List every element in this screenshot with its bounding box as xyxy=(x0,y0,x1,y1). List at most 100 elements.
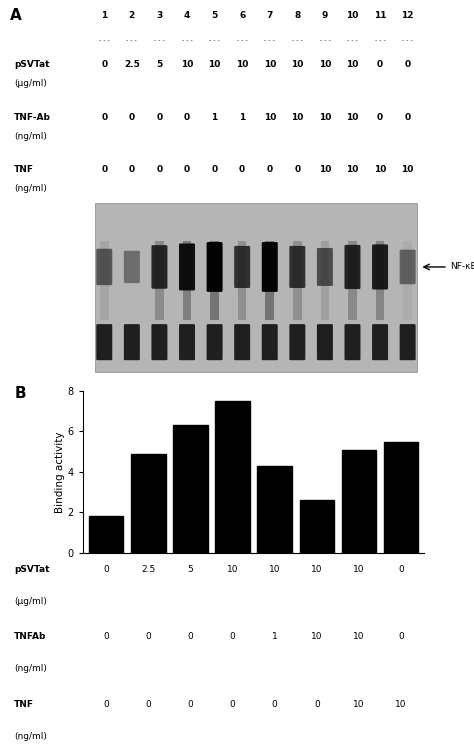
Text: 12: 12 xyxy=(401,11,414,20)
FancyBboxPatch shape xyxy=(179,244,195,290)
FancyBboxPatch shape xyxy=(400,250,416,284)
Text: 2.5: 2.5 xyxy=(124,60,140,69)
Text: 10: 10 xyxy=(264,113,276,122)
FancyBboxPatch shape xyxy=(317,248,333,286)
FancyBboxPatch shape xyxy=(262,324,278,360)
Bar xyxy=(293,241,301,320)
FancyBboxPatch shape xyxy=(289,324,305,360)
Text: 0: 0 xyxy=(272,700,278,709)
Text: 0: 0 xyxy=(103,565,109,574)
Text: 0: 0 xyxy=(405,113,410,122)
Text: 0: 0 xyxy=(211,165,218,174)
Text: 0: 0 xyxy=(101,165,107,174)
FancyBboxPatch shape xyxy=(207,242,223,292)
Text: 0: 0 xyxy=(156,113,163,122)
Bar xyxy=(89,517,123,553)
Text: NF-κB: NF-κB xyxy=(450,262,474,271)
Text: - - -: - - - xyxy=(99,38,109,43)
Text: 0: 0 xyxy=(188,700,193,709)
Text: 0: 0 xyxy=(267,165,273,174)
Text: 8: 8 xyxy=(294,11,301,20)
FancyBboxPatch shape xyxy=(317,324,333,360)
Bar xyxy=(257,465,292,553)
Text: B: B xyxy=(14,386,26,401)
Bar xyxy=(183,241,191,320)
FancyBboxPatch shape xyxy=(372,244,388,290)
Text: 1: 1 xyxy=(239,113,246,122)
Text: 0: 0 xyxy=(156,165,163,174)
FancyBboxPatch shape xyxy=(289,246,305,288)
Text: - - -: - - - xyxy=(237,38,247,43)
Text: 10: 10 xyxy=(346,113,359,122)
Text: 10: 10 xyxy=(311,632,322,641)
Text: - - -: - - - xyxy=(347,38,358,43)
Text: 0: 0 xyxy=(188,632,193,641)
FancyBboxPatch shape xyxy=(96,324,112,360)
Text: 0: 0 xyxy=(103,700,109,709)
FancyBboxPatch shape xyxy=(124,251,140,284)
Text: 5: 5 xyxy=(188,565,193,574)
Text: 0: 0 xyxy=(146,700,151,709)
Text: 5: 5 xyxy=(156,60,163,69)
Text: 0: 0 xyxy=(146,632,151,641)
FancyBboxPatch shape xyxy=(345,245,361,289)
Text: - - -: - - - xyxy=(292,38,303,43)
Text: 0: 0 xyxy=(398,632,404,641)
Text: 10: 10 xyxy=(353,632,365,641)
Text: pSVTat: pSVTat xyxy=(14,60,50,69)
Text: 7: 7 xyxy=(266,11,273,20)
Bar xyxy=(384,441,419,553)
Bar xyxy=(265,241,274,320)
FancyBboxPatch shape xyxy=(234,246,250,288)
FancyBboxPatch shape xyxy=(151,324,167,360)
Text: (ng/ml): (ng/ml) xyxy=(14,132,47,141)
Bar xyxy=(131,453,165,553)
Text: 10: 10 xyxy=(181,60,193,69)
Text: (ng/ml): (ng/ml) xyxy=(14,732,47,741)
FancyBboxPatch shape xyxy=(262,242,278,292)
FancyBboxPatch shape xyxy=(345,324,361,360)
Text: 0: 0 xyxy=(184,165,190,174)
Text: (ng/ml): (ng/ml) xyxy=(14,184,47,193)
Text: 2: 2 xyxy=(129,11,135,20)
Text: 10: 10 xyxy=(291,60,303,69)
Text: TNFAb: TNFAb xyxy=(14,632,46,641)
Text: 10: 10 xyxy=(346,11,359,20)
Text: - - -: - - - xyxy=(374,38,385,43)
FancyBboxPatch shape xyxy=(124,324,140,360)
Text: (μg/ml): (μg/ml) xyxy=(14,596,47,605)
Text: 0: 0 xyxy=(398,565,404,574)
Text: TNF-Ab: TNF-Ab xyxy=(14,113,51,122)
Text: 10: 10 xyxy=(395,700,407,709)
Text: 10: 10 xyxy=(353,700,365,709)
Bar xyxy=(376,241,384,320)
Text: 10: 10 xyxy=(291,113,303,122)
Bar xyxy=(210,241,219,320)
Text: 10: 10 xyxy=(353,565,365,574)
Y-axis label: Binding activity: Binding activity xyxy=(55,431,65,513)
Bar xyxy=(155,241,164,320)
Text: 0: 0 xyxy=(229,700,236,709)
FancyBboxPatch shape xyxy=(372,324,388,360)
Text: 0: 0 xyxy=(294,165,301,174)
Text: 0: 0 xyxy=(129,165,135,174)
Text: - - -: - - - xyxy=(182,38,192,43)
Text: 10: 10 xyxy=(264,60,276,69)
Bar xyxy=(238,241,246,320)
Bar xyxy=(95,203,417,372)
Bar xyxy=(403,241,412,320)
Text: 0: 0 xyxy=(129,113,135,122)
Text: - - -: - - - xyxy=(154,38,165,43)
Text: - - -: - - - xyxy=(127,38,137,43)
Text: 10: 10 xyxy=(346,60,359,69)
Bar xyxy=(348,241,357,320)
Text: - - -: - - - xyxy=(209,38,220,43)
Text: 5: 5 xyxy=(211,11,218,20)
Text: 10: 10 xyxy=(269,565,281,574)
FancyBboxPatch shape xyxy=(151,245,167,289)
Text: (ng/ml): (ng/ml) xyxy=(14,664,47,673)
Bar xyxy=(173,426,208,553)
Text: 10: 10 xyxy=(374,165,386,174)
Text: 10: 10 xyxy=(346,165,359,174)
Bar xyxy=(100,241,109,320)
